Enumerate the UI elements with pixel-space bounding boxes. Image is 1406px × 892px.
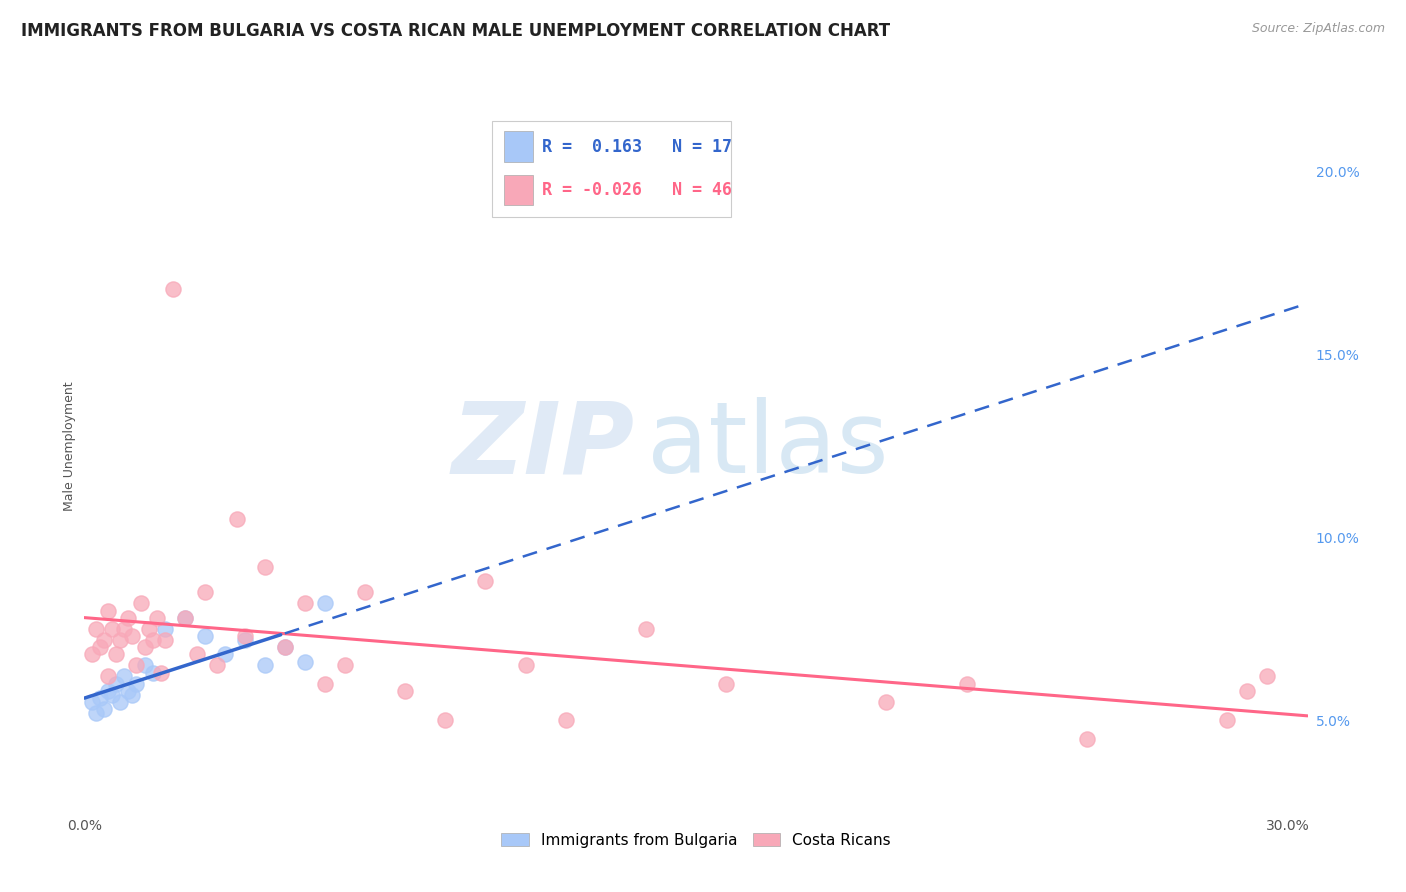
Point <box>253 658 276 673</box>
Point <box>294 596 316 610</box>
Point <box>121 688 143 702</box>
Point <box>141 665 163 680</box>
Text: R = -0.026   N = 46: R = -0.026 N = 46 <box>543 181 733 199</box>
Point <box>956 676 979 690</box>
Point <box>97 669 120 683</box>
Text: atlas: atlas <box>647 398 889 494</box>
Point <box>214 648 236 662</box>
Point <box>138 622 160 636</box>
Point <box>89 640 111 655</box>
Point <box>434 714 457 728</box>
Point <box>105 648 128 662</box>
Text: ZIP: ZIP <box>451 398 636 494</box>
Point <box>354 585 377 599</box>
Text: Source: ZipAtlas.com: Source: ZipAtlas.com <box>1251 22 1385 36</box>
Point <box>86 706 108 720</box>
Point <box>1256 669 1278 683</box>
Point <box>1236 684 1258 698</box>
Point <box>173 611 195 625</box>
Point <box>314 676 336 690</box>
Point <box>114 622 136 636</box>
Point <box>110 632 132 647</box>
Point <box>121 629 143 643</box>
Point <box>114 669 136 683</box>
Point <box>97 603 120 617</box>
Point <box>194 629 217 643</box>
Point <box>97 684 120 698</box>
Point <box>153 622 176 636</box>
Point <box>134 658 156 673</box>
Point <box>554 714 576 728</box>
Point <box>129 596 152 610</box>
Point <box>173 611 195 625</box>
Point <box>93 702 115 716</box>
Point <box>125 658 148 673</box>
Point <box>474 574 496 589</box>
Point <box>515 658 537 673</box>
Point <box>82 695 104 709</box>
Point <box>294 655 316 669</box>
Text: R =  0.163   N = 17: R = 0.163 N = 17 <box>543 137 733 156</box>
Point <box>141 632 163 647</box>
Point <box>162 282 184 296</box>
Point <box>314 596 336 610</box>
Point <box>82 648 104 662</box>
Point <box>233 632 256 647</box>
Point <box>186 648 208 662</box>
Point <box>149 665 172 680</box>
Point <box>145 611 167 625</box>
Point <box>89 691 111 706</box>
Point <box>225 512 247 526</box>
Point <box>125 676 148 690</box>
Text: IMMIGRANTS FROM BULGARIA VS COSTA RICAN MALE UNEMPLOYMENT CORRELATION CHART: IMMIGRANTS FROM BULGARIA VS COSTA RICAN … <box>21 22 890 40</box>
Point <box>101 622 124 636</box>
Point <box>875 695 897 709</box>
Point <box>1076 731 1098 746</box>
Y-axis label: Male Unemployment: Male Unemployment <box>63 381 76 511</box>
Point <box>153 632 176 647</box>
Point <box>86 622 108 636</box>
Point <box>253 559 276 574</box>
Point <box>333 658 356 673</box>
Point <box>194 585 217 599</box>
Point <box>93 632 115 647</box>
Point <box>101 688 124 702</box>
Point <box>634 622 657 636</box>
Point <box>134 640 156 655</box>
Point <box>233 629 256 643</box>
Point <box>117 611 139 625</box>
Point <box>205 658 228 673</box>
Point <box>1216 714 1239 728</box>
Point <box>110 695 132 709</box>
Point <box>105 676 128 690</box>
Point <box>714 676 737 690</box>
Point <box>394 684 416 698</box>
Point <box>274 640 297 655</box>
Legend: Immigrants from Bulgaria, Costa Ricans: Immigrants from Bulgaria, Costa Ricans <box>494 825 898 855</box>
Point <box>117 684 139 698</box>
Point <box>274 640 297 655</box>
